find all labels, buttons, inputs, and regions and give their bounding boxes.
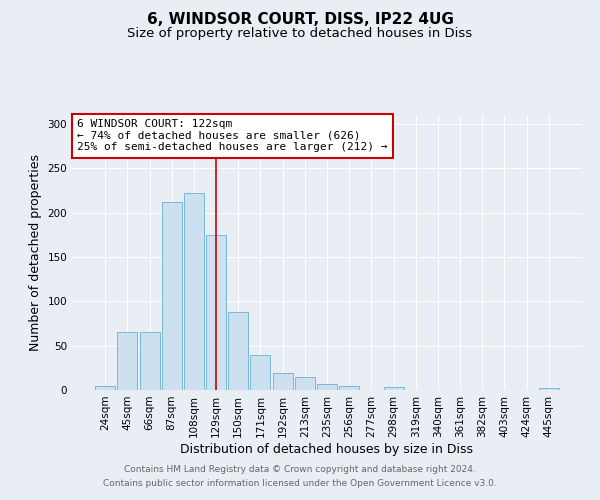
Bar — [250, 354, 271, 390]
Bar — [539, 388, 559, 390]
Y-axis label: Number of detached properties: Number of detached properties — [29, 154, 42, 351]
Bar — [383, 388, 404, 390]
Bar — [317, 384, 337, 390]
Bar — [162, 202, 182, 390]
Bar — [295, 376, 315, 390]
X-axis label: Distribution of detached houses by size in Diss: Distribution of detached houses by size … — [181, 442, 473, 456]
Bar — [140, 332, 160, 390]
Text: Contains HM Land Registry data © Crown copyright and database right 2024.
Contai: Contains HM Land Registry data © Crown c… — [103, 466, 497, 487]
Text: 6 WINDSOR COURT: 122sqm
← 74% of detached houses are smaller (626)
25% of semi-d: 6 WINDSOR COURT: 122sqm ← 74% of detache… — [77, 119, 388, 152]
Text: 6, WINDSOR COURT, DISS, IP22 4UG: 6, WINDSOR COURT, DISS, IP22 4UG — [146, 12, 454, 28]
Text: Size of property relative to detached houses in Diss: Size of property relative to detached ho… — [127, 28, 473, 40]
Bar — [118, 332, 137, 390]
Bar — [206, 235, 226, 390]
Bar — [95, 386, 115, 390]
Bar — [339, 386, 359, 390]
Bar — [228, 312, 248, 390]
Bar — [272, 373, 293, 390]
Bar — [184, 193, 204, 390]
